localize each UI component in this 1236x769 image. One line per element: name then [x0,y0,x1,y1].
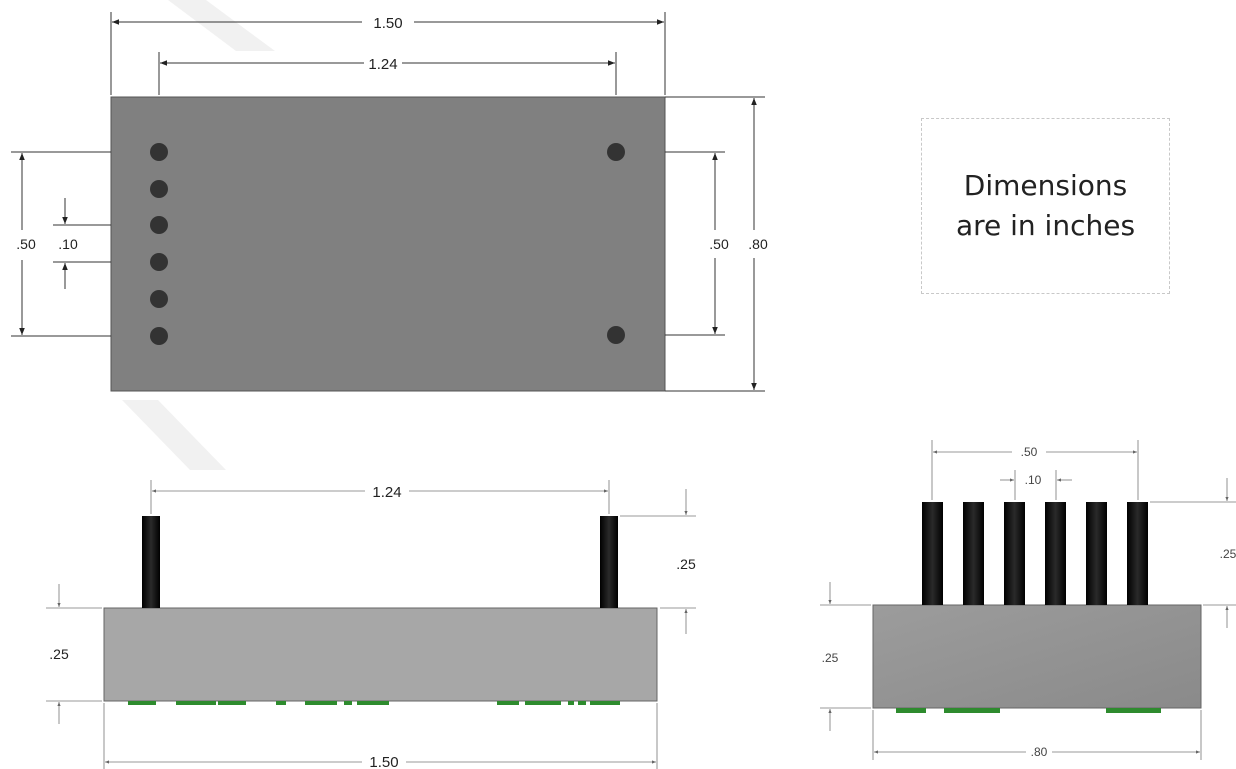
pcb-components [896,708,1161,713]
dim-side-pin-span: .50 [1021,445,1038,459]
dim-top-height-overall: .80 [748,236,768,252]
top-view: 1.50 1.24 .50 .10 .50 .80 [11,12,768,392]
side-view-pin [1045,502,1066,605]
front-view-pin [600,516,618,608]
dim-top-left-span: .50 [16,236,36,252]
side-view-pin [1127,502,1148,605]
pin-hole [607,143,625,161]
side-view-pin [1086,502,1107,605]
front-view-pin [142,516,160,608]
side-view-pin [922,502,943,605]
top-view-left-pin-holes [150,143,168,345]
dim-side-body-height: .25 [822,651,839,665]
pin-hole [150,143,168,161]
pin-hole [150,327,168,345]
dim-top-right-span: .50 [709,236,729,252]
pin-hole [150,216,168,234]
units-note-line-1: Dimensions [963,169,1128,202]
pin-hole [150,290,168,308]
side-view-pin [1004,502,1025,605]
top-view-right-pin-holes [607,143,625,344]
dim-top-width-overall: 1.50 [373,15,402,32]
dim-side-depth-overall: .80 [1031,745,1048,759]
watermark-shape [168,0,275,51]
pcb-components [128,701,620,705]
front-view-body [103,607,658,702]
pin-hole [607,326,625,344]
dim-side-pin-pitch: .10 [1025,473,1042,487]
dim-side-pin-height: .25 [1220,547,1236,561]
top-view-body [110,96,666,392]
watermark-shape [122,400,226,470]
dim-front-body-height: .25 [49,646,69,662]
side-view-pin [963,502,984,605]
dim-top-pin-pitch: .10 [58,236,78,252]
units-note-line-2: are in inches [955,209,1136,242]
units-note: Dimensions are in inches [921,118,1170,294]
side-view-pins [922,502,1148,605]
pin-hole [150,253,168,271]
dim-front-pin-row-spacing: 1.24 [372,484,401,501]
dim-front-pin-height: .25 [676,556,696,572]
side-view: .50 .10 .25 .25 .80 [820,440,1236,760]
side-view-body [872,604,1202,709]
dim-top-pin-row-spacing: 1.24 [368,56,397,73]
dim-front-width-overall: 1.50 [369,754,398,769]
pin-hole [150,180,168,198]
front-view: 1.24 .25 .25 1.50 [46,480,696,769]
